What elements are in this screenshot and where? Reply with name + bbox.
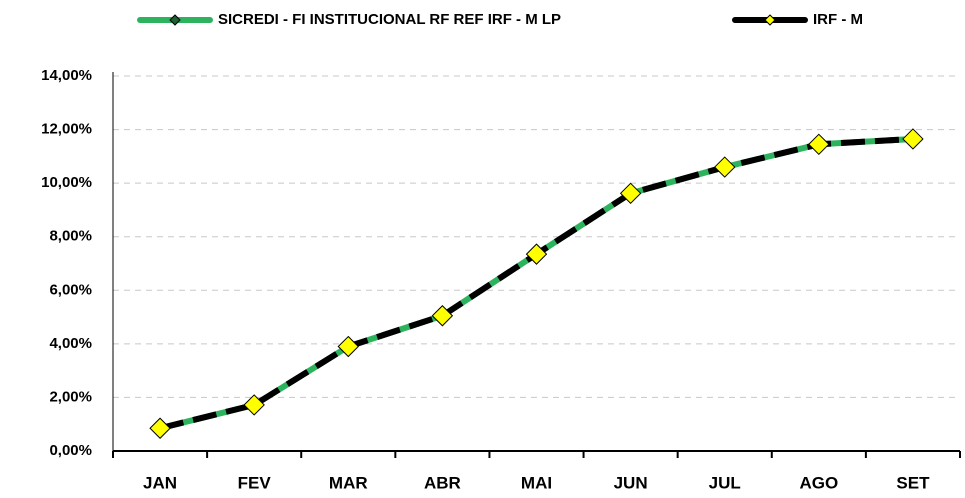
- y-tick-label: 14,00%: [41, 67, 92, 84]
- x-tick-label: ABR: [424, 473, 461, 492]
- series-line: [159, 135, 914, 432]
- data-point: [525, 243, 548, 265]
- x-tick-label: JUN: [614, 473, 648, 492]
- data-point: [808, 133, 830, 156]
- y-tick-label: 4,00%: [49, 335, 92, 352]
- y-tick-label: 8,00%: [49, 228, 92, 245]
- x-tick-label: JAN: [143, 473, 177, 492]
- x-tick-label: FEV: [238, 473, 272, 492]
- data-point: [902, 128, 924, 150]
- x-tick-label: MAI: [521, 473, 552, 492]
- x-tick-label: AGO: [799, 473, 838, 492]
- y-tick-label: 12,00%: [41, 121, 92, 138]
- data-point: [149, 417, 171, 439]
- x-tick-label: MAR: [329, 473, 368, 492]
- data-point: [337, 335, 359, 358]
- y-tick-label: 2,00%: [49, 388, 92, 405]
- x-tick-label: JUL: [709, 473, 741, 492]
- x-tick-label: SET: [896, 473, 930, 492]
- data-point: [243, 394, 265, 416]
- y-tick-label: 6,00%: [49, 281, 92, 298]
- data-point: [714, 156, 736, 178]
- legend-label: IRF - M: [813, 11, 863, 28]
- series-line: [159, 135, 914, 432]
- legend-marker: [169, 14, 181, 26]
- legend-marker: [764, 14, 776, 26]
- data-point: [619, 182, 642, 205]
- y-tick-label: 0,00%: [49, 442, 92, 459]
- legend-label: SICREDI - FI INSTITUCIONAL RF REF IRF - …: [218, 11, 561, 28]
- data-point: [431, 305, 454, 327]
- y-tick-label: 10,00%: [41, 174, 92, 191]
